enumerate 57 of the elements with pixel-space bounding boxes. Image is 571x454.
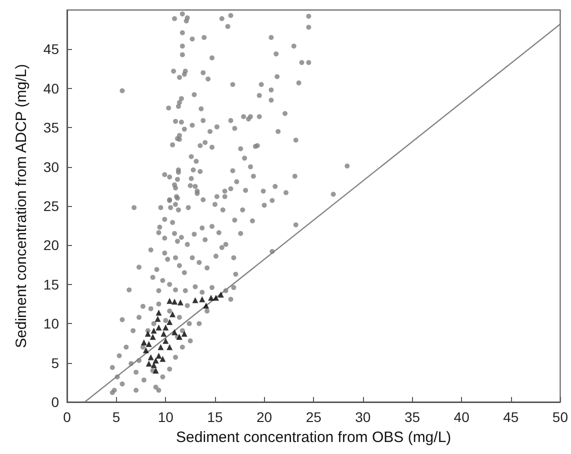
point <box>148 354 154 360</box>
point <box>150 334 156 340</box>
x-axis-title: Sediment concentration from OBS (mg/L) <box>176 429 452 446</box>
x-tick-label: 40 <box>454 409 470 425</box>
point <box>203 302 210 309</box>
point <box>176 334 182 340</box>
point <box>199 296 206 302</box>
point <box>166 319 173 326</box>
point <box>146 360 152 367</box>
y-axis-title: Sediment concentration from ADCP (mg/L) <box>13 64 30 348</box>
point <box>166 344 173 350</box>
point <box>144 330 151 337</box>
y-tick-label: 0 <box>51 394 60 410</box>
x-tick-label: 15 <box>207 409 223 425</box>
point <box>146 340 152 347</box>
point <box>170 311 176 318</box>
x-tick-label: 45 <box>503 409 519 425</box>
y-tick-label: 15 <box>43 276 60 292</box>
y-tick-label: 10 <box>43 316 60 332</box>
y-tick-label: 40 <box>43 80 60 96</box>
point <box>218 292 224 298</box>
x-tick-label: 10 <box>158 409 174 425</box>
y-tick-label: 5 <box>51 354 60 371</box>
point <box>142 347 149 354</box>
point <box>166 298 173 304</box>
x-tick-label: 20 <box>256 409 272 425</box>
point <box>150 362 157 368</box>
point <box>162 338 169 344</box>
point <box>156 310 162 316</box>
point <box>181 330 188 337</box>
x-tick-label: 5 <box>112 409 120 425</box>
y-tick-label: 25 <box>43 198 60 214</box>
x-tick-label: 25 <box>306 409 322 425</box>
point <box>156 352 162 359</box>
x-tick-label: 0 <box>63 409 72 425</box>
point <box>140 339 147 346</box>
x-tick-label: 50 <box>552 409 568 425</box>
y-tick-label: 35 <box>43 120 60 136</box>
point <box>177 299 184 306</box>
point <box>172 298 178 305</box>
y-tick-label: 30 <box>43 158 60 175</box>
y-tick-label: 20 <box>43 237 60 254</box>
point <box>150 328 157 334</box>
x-tick-label: 35 <box>404 409 420 425</box>
point <box>156 324 162 331</box>
point <box>160 356 166 362</box>
point <box>160 330 167 337</box>
point <box>152 368 159 374</box>
point <box>172 329 178 336</box>
y-tick-label: 45 <box>43 41 60 58</box>
x-tick-label: 30 <box>355 409 371 425</box>
point <box>192 297 198 304</box>
point <box>154 316 161 322</box>
point <box>158 344 164 350</box>
point <box>162 324 169 331</box>
point <box>152 357 159 364</box>
point <box>212 294 219 301</box>
